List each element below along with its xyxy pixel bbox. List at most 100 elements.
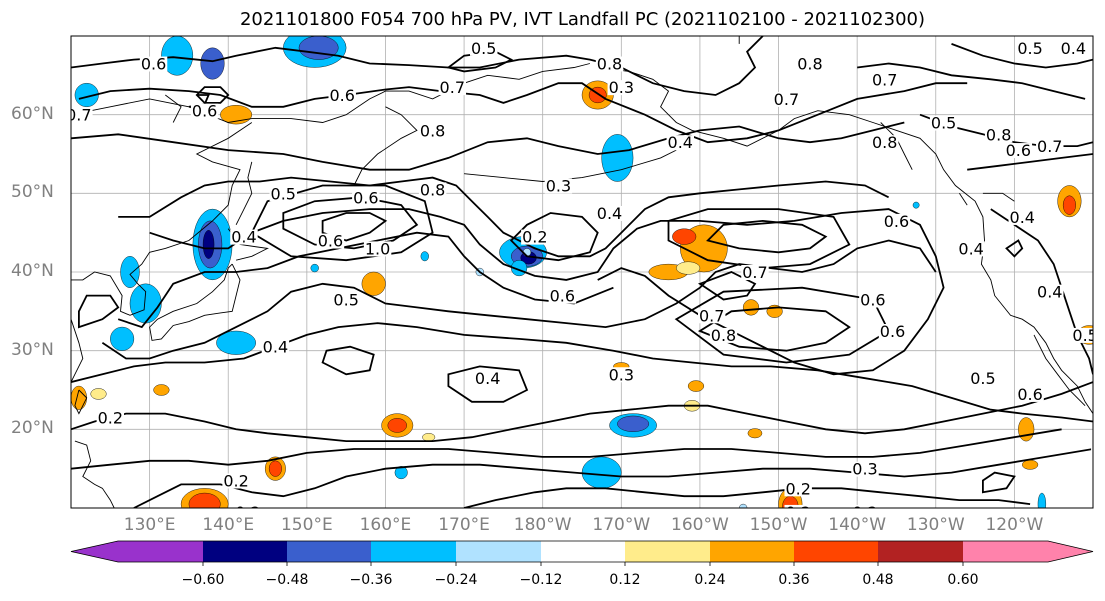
- latitude-label: 20°N: [11, 418, 54, 438]
- contour-value-label: 0.5: [333, 291, 358, 310]
- longitude-label: 180°W: [514, 515, 572, 535]
- contour-value-label: 0.4: [263, 338, 288, 357]
- contour-value-label: 0.6: [318, 232, 343, 251]
- longitude-label: 170°E: [438, 515, 490, 535]
- latitude-label: 60°N: [11, 104, 54, 124]
- contour-value-label: 0.7: [742, 263, 767, 282]
- colorbar-tick-label: 0.36: [778, 572, 809, 588]
- colorbar-segment: [710, 541, 794, 562]
- ivt-pc-blob: [913, 202, 919, 208]
- contour-value-label: 0.8: [597, 55, 622, 74]
- ivt-pc-blob: [1063, 196, 1076, 215]
- contour-value-label: 0.3: [546, 176, 571, 195]
- contour-value-label: 0.4: [958, 239, 983, 258]
- contour-value-label: 0.3: [852, 460, 877, 479]
- contour-value-label: 0.4: [1010, 208, 1035, 227]
- colorbar-tick-label: −0.48: [266, 572, 309, 588]
- contour-value-label: 0.4: [231, 228, 256, 247]
- contour-value-label: 0.8: [420, 121, 445, 140]
- ivt-pc-blob: [743, 300, 759, 316]
- ivt-pc-blob: [110, 327, 134, 351]
- ivt-pc-blob: [676, 262, 700, 275]
- contour-value-label: 0.6: [1006, 141, 1031, 160]
- contour-value-label: 0.7: [774, 90, 799, 109]
- longitude-label: 160°E: [360, 515, 412, 535]
- contour-value-label: 0.5: [471, 39, 496, 58]
- contour-value-label: 0.7: [440, 78, 465, 97]
- contour-value-label: 0.4: [475, 369, 500, 388]
- contour-value-label: 0.2: [785, 479, 810, 498]
- contour-value-label: 0.4: [668, 133, 693, 152]
- contour-value-label: 0.3: [609, 78, 634, 97]
- contour-value-label: 0.4: [597, 204, 622, 223]
- longitude-label: 160°W: [671, 515, 729, 535]
- longitude-label: 150°W: [750, 515, 808, 535]
- contour-value-label: 0.6: [353, 188, 378, 207]
- contour-value-label: 0.8: [872, 133, 897, 152]
- ivt-pc-blob: [617, 416, 648, 432]
- contour-value-label: 0.4: [1061, 39, 1086, 58]
- colorbar-segment: [625, 541, 710, 562]
- contour-value-label: 0.2: [98, 409, 123, 428]
- ivt-pc-blob: [421, 252, 429, 261]
- colorbar-tick-label: −0.36: [350, 572, 393, 588]
- colorbar-tick-label: 0.60: [947, 572, 978, 588]
- contour-value-label: 0.7: [699, 306, 724, 325]
- colorbar-segment: [878, 541, 963, 562]
- contour-value-label: 0.8: [797, 55, 822, 74]
- ivt-pc-blob: [422, 433, 435, 441]
- ivt-pc-blob: [672, 229, 696, 245]
- longitude-label: 130°E: [124, 515, 176, 535]
- colorbar: [71, 541, 1093, 566]
- ivt-pc-blob: [602, 134, 633, 181]
- ivt-pc-blob: [130, 284, 161, 323]
- colorbar-segment-min: [71, 541, 203, 562]
- ivt-pc-blob: [299, 36, 338, 60]
- colorbar-segment: [203, 541, 287, 562]
- ivt-pc-blob: [1038, 493, 1046, 515]
- contour-value-label: 0.6: [860, 291, 885, 310]
- ivt-pc-blob: [201, 48, 225, 79]
- colorbar-segment: [794, 541, 878, 562]
- ivt-pc-blob: [203, 230, 214, 258]
- longitude-label: 120°W: [985, 515, 1043, 535]
- contour-value-label: 0.7: [66, 106, 91, 125]
- colorbar-segment-max: [963, 541, 1093, 562]
- contour-value-label: 0.6: [550, 287, 575, 306]
- ivt-pc-blob: [1096, 441, 1105, 457]
- ivt-pc-blob: [154, 384, 170, 395]
- contour-value-label: 0.6: [141, 55, 166, 74]
- latitude-label: 40°N: [11, 261, 54, 281]
- contour-value-label: 0.7: [872, 70, 897, 89]
- ivt-pc-blob: [1022, 460, 1038, 469]
- ivt-pc-blob: [269, 461, 282, 477]
- contour-value-label: 0.7: [1037, 137, 1062, 156]
- colorbar-segment: [456, 541, 541, 562]
- ivt-pc-blob: [91, 388, 107, 399]
- contour-value-label: 0.6: [884, 212, 909, 231]
- ivt-pc-blob: [189, 493, 220, 515]
- contour-value-label: 0.6: [329, 86, 354, 105]
- contour-value-label: 0.5: [970, 369, 995, 388]
- contour-value-label: 0.5: [271, 184, 296, 203]
- colorbar-tick-label: −0.60: [182, 572, 225, 588]
- ivt-pc-blob: [311, 264, 319, 272]
- contour-value-label: 1.0: [365, 239, 390, 258]
- contour-value-label: 0.2: [1092, 440, 1105, 459]
- colorbar-segment: [371, 541, 456, 562]
- figure-title: 2021101800 F054 700 hPa PV, IVT Landfall…: [0, 9, 1105, 30]
- ivt-pc-blob: [1018, 418, 1034, 442]
- contour-value-label: 0.4: [1037, 283, 1062, 302]
- longitude-label: 140°W: [828, 515, 886, 535]
- ivt-pc-blob: [362, 272, 386, 296]
- contour-value-label: 1.0: [1092, 90, 1105, 109]
- colorbar-tick-label: 0.48: [862, 572, 893, 588]
- longitude-label: 140°E: [202, 515, 254, 535]
- ivt-pc-blob: [688, 381, 704, 392]
- latitude-label: 50°N: [11, 182, 54, 202]
- contour-value-label: 0.3: [609, 365, 634, 384]
- colorbar-tick-label: 0.24: [694, 572, 725, 588]
- contour-value-label: 0.2: [223, 471, 248, 490]
- colorbar-tick-label: −0.12: [520, 572, 563, 588]
